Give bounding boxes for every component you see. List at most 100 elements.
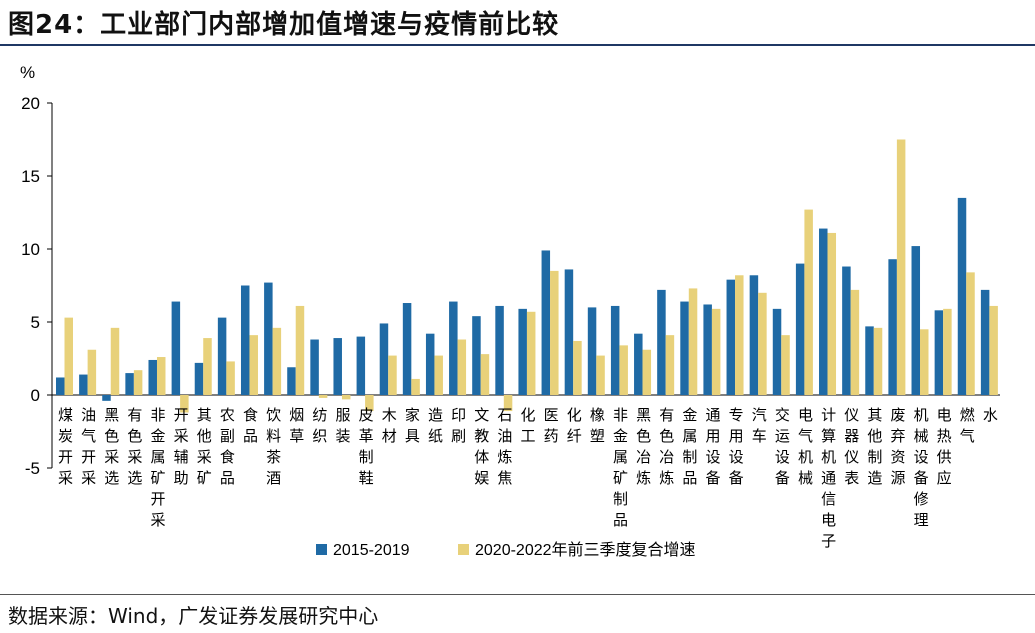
bar-2015-2019 <box>56 377 65 395</box>
bar-chart: % -5 0 5 10 15 20 煤炭开采油气开采黑色采选有色采选非金属矿开采开采辅助其他采… <box>20 63 1000 559</box>
bar-2015-2019 <box>402 303 412 395</box>
y-tick-label: 15 <box>21 167 40 186</box>
bar-2015-2019 <box>148 359 157 395</box>
bar-2020-2022 <box>272 327 282 395</box>
bar-2020-2022 <box>318 395 328 398</box>
bar-2020-2022 <box>550 270 559 395</box>
bar-2020-2022 <box>804 209 813 395</box>
legend-label-2015-2019: 2015-2019 <box>333 542 410 559</box>
x-category-label: 农副食品 <box>220 406 235 487</box>
bar-2020-2022 <box>110 327 120 395</box>
bar-2015-2019 <box>911 246 921 395</box>
bar-2015-2019 <box>795 263 805 395</box>
y-axis-unit: % <box>20 63 35 82</box>
y-tick-label: 10 <box>21 240 40 259</box>
bar-2020-2022 <box>573 340 582 395</box>
x-category-label: 煤炭开采 <box>58 406 73 487</box>
x-category-label: 化纤 <box>567 406 582 445</box>
bar-2015-2019 <box>541 250 551 395</box>
bar-2015-2019 <box>425 333 435 395</box>
x-category-label: 橡塑 <box>590 406 605 445</box>
bar-2020-2022 <box>943 308 952 395</box>
bar-2020-2022 <box>503 395 513 412</box>
bar-2020-2022 <box>365 395 374 412</box>
bar-2015-2019 <box>333 338 342 395</box>
bar-2015-2019 <box>125 373 134 395</box>
bar-2020-2022 <box>642 349 652 395</box>
x-category-label: 非金属矿开采 <box>151 406 166 529</box>
y-tick-label: 5 <box>31 313 40 332</box>
x-category-label: 纺织 <box>312 406 327 445</box>
legend-label-2020-2022: 2020-2022年前三季度复合增速 <box>475 541 696 559</box>
bar-2020-2022 <box>920 329 929 395</box>
x-category-label: 有色冶炼 <box>659 406 674 487</box>
legend-swatch-2015-2019 <box>316 544 327 555</box>
bar-2020-2022 <box>711 308 721 395</box>
x-category-label: 木材 <box>382 406 397 445</box>
bar-2020-2022 <box>758 292 767 395</box>
bar-2015-2019 <box>310 339 319 395</box>
bar-2020-2022 <box>457 339 467 395</box>
x-category-label: 服装 <box>336 406 351 445</box>
bar-2015-2019 <box>610 305 620 395</box>
x-category-label: 皮革制鞋 <box>359 406 374 487</box>
bar-2020-2022 <box>596 355 605 395</box>
bar-2015-2019 <box>472 316 481 395</box>
bar-2015-2019 <box>449 301 458 395</box>
bar-2020-2022 <box>64 317 73 395</box>
x-category-label: 汽车 <box>752 406 767 445</box>
bar-2020-2022 <box>249 335 258 395</box>
bar-2015-2019 <box>194 362 204 395</box>
bar-2015-2019 <box>888 259 897 395</box>
page-title: 图24：工业部门内部增加值增速与疫情前比较 <box>8 10 560 40</box>
bar-2020-2022 <box>388 355 397 395</box>
bar-2020-2022 <box>203 338 212 395</box>
bar-2015-2019 <box>240 285 250 395</box>
bar-2015-2019 <box>634 333 643 395</box>
footer-divider <box>0 594 1035 595</box>
bar-2020-2022 <box>87 349 97 395</box>
x-category-label: 其他采矿 <box>197 406 212 487</box>
bar-2020-2022 <box>180 395 189 413</box>
bar-2020-2022 <box>850 289 860 395</box>
x-category-label: 黑色采选 <box>104 406 119 487</box>
x-category-label: 家具 <box>405 406 420 445</box>
source-note: 数据来源：Wind，广发证券发展研究中心 <box>8 604 379 628</box>
bar-2015-2019 <box>587 307 597 395</box>
bar-2020-2022 <box>526 311 536 395</box>
x-category-label: 仪器仪表 <box>844 406 859 487</box>
bar-2020-2022 <box>411 378 420 395</box>
x-category-label: 水 <box>983 406 998 424</box>
bar-2020-2022 <box>226 361 235 395</box>
x-category-label: 燃气 <box>960 406 975 445</box>
bar-2015-2019 <box>819 228 828 395</box>
x-category-label: 通用设备 <box>705 406 720 487</box>
x-category-label: 金属制品 <box>682 406 697 487</box>
x-category-label: 专用设备 <box>729 406 744 487</box>
bar-2015-2019 <box>680 301 689 395</box>
bar-2015-2019 <box>495 305 504 395</box>
bar-2015-2019 <box>842 266 851 395</box>
y-tick-label: 0 <box>31 386 40 405</box>
x-category-label: 计算机通信电子 <box>821 406 836 550</box>
bar-2020-2022 <box>735 275 744 395</box>
x-category-label: 食品 <box>243 406 258 445</box>
x-category-label: 石油炼焦 <box>497 406 512 487</box>
bar-2015-2019 <box>379 323 389 395</box>
bar-2015-2019 <box>865 326 874 395</box>
bar-2020-2022 <box>295 305 305 395</box>
bar-2015-2019 <box>217 317 227 395</box>
bar-2015-2019 <box>772 308 782 395</box>
bar-2020-2022 <box>896 139 906 395</box>
x-category-label: 机械设备修理 <box>914 406 929 529</box>
x-category-label: 非金属矿制品 <box>613 406 628 529</box>
bar-2020-2022 <box>688 288 698 395</box>
bar-2020-2022 <box>781 335 790 395</box>
bar-2020-2022 <box>873 327 883 395</box>
bar-2015-2019 <box>518 308 527 395</box>
x-category-label: 印刷 <box>451 406 466 445</box>
bar-2015-2019 <box>703 304 712 395</box>
x-category-label: 文教体娱 <box>474 406 489 487</box>
x-category-label: 造纸 <box>428 406 443 445</box>
bar-2020-2022 <box>480 354 490 395</box>
